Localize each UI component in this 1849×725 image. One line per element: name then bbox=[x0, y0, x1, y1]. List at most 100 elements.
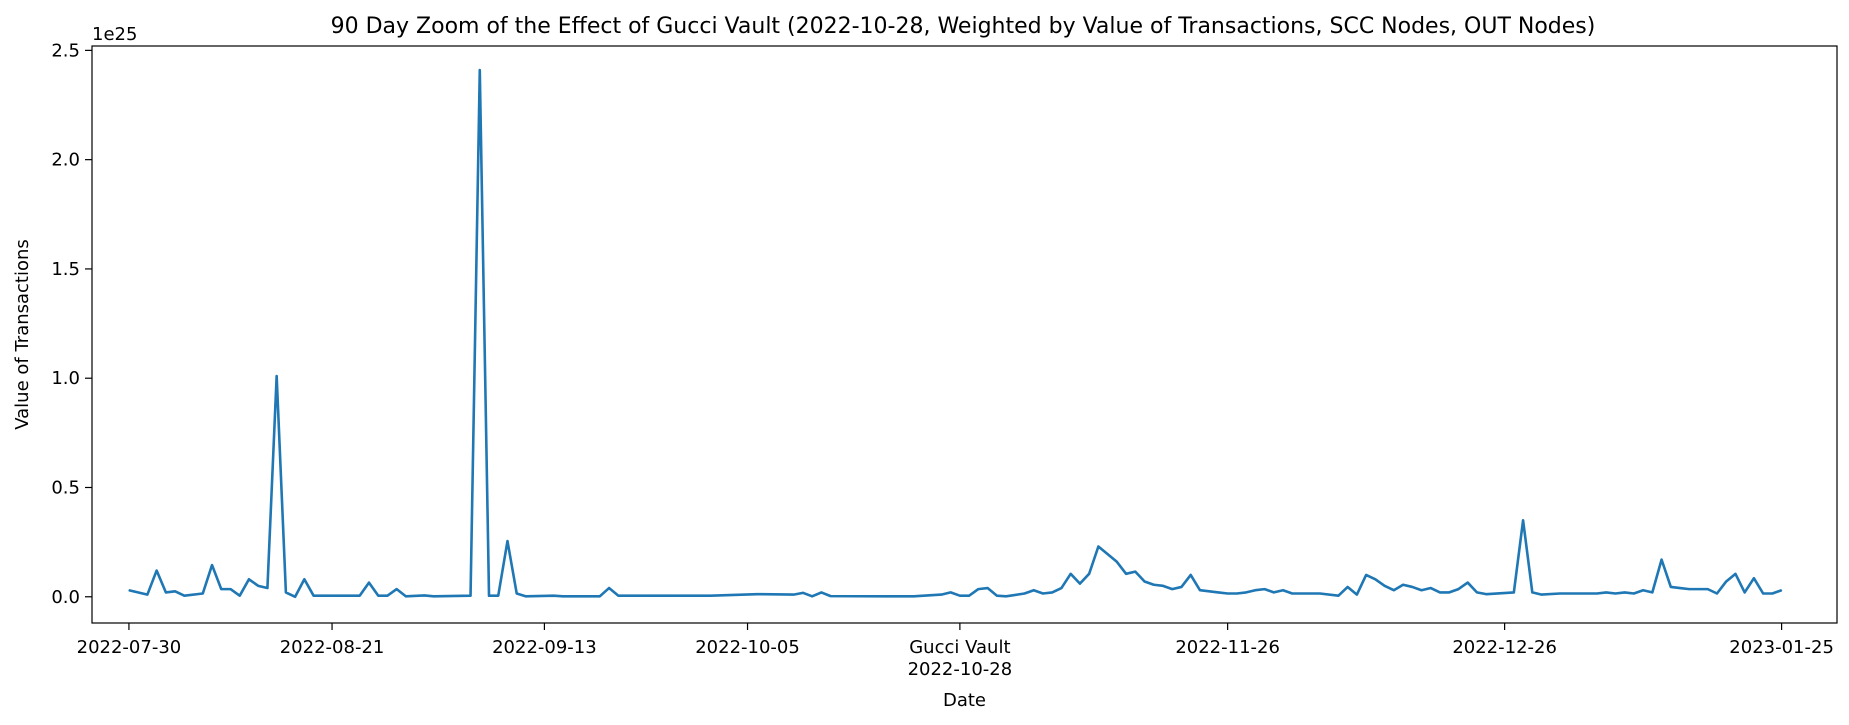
data-point bbox=[1781, 589, 1783, 591]
y-tick-label: 2.5 bbox=[51, 40, 80, 61]
data-point bbox=[553, 595, 555, 597]
data-point bbox=[479, 69, 481, 71]
data-point bbox=[977, 588, 979, 590]
data-point bbox=[913, 595, 915, 597]
data-point bbox=[516, 592, 518, 595]
data-point bbox=[1319, 592, 1321, 595]
data-point bbox=[202, 592, 204, 595]
y-tick-label: 0.5 bbox=[51, 477, 80, 498]
data-point bbox=[1402, 584, 1404, 586]
data-point bbox=[285, 591, 287, 594]
y-tick-label: 0.0 bbox=[51, 587, 80, 608]
data-point bbox=[1476, 591, 1478, 594]
data-point bbox=[423, 594, 425, 597]
data-point bbox=[811, 595, 813, 597]
data-point bbox=[1227, 592, 1229, 595]
data-point bbox=[433, 595, 435, 597]
x-axis: 2022-07-30 2022-08-21 2022-09-13 2022-10-05… bbox=[77, 623, 1834, 680]
data-point bbox=[257, 585, 259, 587]
data-point bbox=[331, 595, 333, 597]
data-point bbox=[239, 595, 241, 597]
data-point bbox=[1291, 592, 1293, 595]
series-line-0 bbox=[128, 68, 1783, 599]
data-point bbox=[1143, 580, 1146, 583]
data-point bbox=[950, 591, 952, 594]
data-point bbox=[1125, 573, 1127, 575]
data-point bbox=[959, 595, 961, 597]
data-point bbox=[248, 578, 250, 580]
data-point bbox=[1042, 592, 1044, 595]
x-tick-label: Gucci Vault bbox=[909, 637, 1010, 658]
y-tick-label: 1.0 bbox=[51, 368, 80, 389]
data-point bbox=[940, 593, 943, 596]
data-point bbox=[1559, 592, 1561, 595]
data-point bbox=[1411, 586, 1413, 588]
data-point bbox=[1079, 583, 1081, 585]
x-tick-label: 2022-09-13 bbox=[492, 637, 597, 658]
plot-area bbox=[128, 68, 1783, 599]
data-point bbox=[1217, 591, 1219, 594]
data-point bbox=[885, 595, 887, 597]
data-point bbox=[1679, 587, 1681, 589]
data-point bbox=[488, 595, 490, 597]
data-point bbox=[820, 591, 822, 594]
y-axis-label: Value of Transactions bbox=[12, 239, 33, 430]
data-point bbox=[368, 581, 370, 584]
data-point bbox=[1208, 590, 1210, 592]
data-point bbox=[1273, 591, 1275, 594]
data-point bbox=[1651, 591, 1653, 594]
data-point bbox=[986, 587, 989, 589]
data-point bbox=[1051, 591, 1053, 594]
data-point bbox=[1097, 545, 1099, 548]
data-point bbox=[1199, 589, 1201, 591]
data-point bbox=[1171, 588, 1173, 590]
data-point bbox=[386, 595, 389, 597]
data-point bbox=[1393, 589, 1395, 591]
data-point bbox=[128, 589, 130, 591]
data-point bbox=[276, 375, 278, 377]
data-point bbox=[1485, 593, 1487, 595]
data-point bbox=[1153, 584, 1155, 586]
data-point bbox=[1116, 561, 1118, 563]
data-point bbox=[802, 592, 804, 594]
y-axis: 0.0 0.5 1.0 1.5 2.0 2.5 bbox=[51, 40, 92, 608]
data-point bbox=[1660, 559, 1663, 561]
data-point bbox=[1762, 592, 1764, 595]
y-tick-label: 1.5 bbox=[51, 259, 80, 280]
data-point bbox=[1356, 593, 1358, 596]
data-point bbox=[165, 591, 167, 594]
data-point bbox=[968, 595, 970, 597]
data-point bbox=[1670, 586, 1672, 588]
data-point bbox=[1282, 589, 1284, 591]
x-tick-label: 2022-10-28 bbox=[908, 659, 1013, 680]
data-point bbox=[793, 593, 795, 596]
x-tick-label: 2022-10-05 bbox=[695, 637, 800, 658]
data-point bbox=[608, 587, 610, 589]
data-point bbox=[1005, 595, 1007, 597]
data-point bbox=[1190, 574, 1192, 576]
data-point bbox=[1254, 589, 1256, 591]
data-point bbox=[312, 595, 315, 597]
data-point bbox=[1383, 585, 1386, 587]
axes-frame bbox=[91, 45, 1838, 624]
data-point bbox=[183, 595, 185, 597]
data-point bbox=[396, 588, 398, 590]
data-point bbox=[1134, 571, 1136, 573]
data-point bbox=[294, 596, 296, 598]
x-tick-label: 2022-07-30 bbox=[77, 637, 182, 658]
data-point bbox=[599, 595, 601, 597]
data-point bbox=[1605, 591, 1607, 594]
data-point bbox=[174, 590, 176, 592]
data-point bbox=[1467, 581, 1469, 584]
data-point bbox=[1734, 573, 1737, 575]
data-point bbox=[1439, 591, 1441, 594]
data-point bbox=[1513, 591, 1515, 594]
data-point bbox=[1023, 592, 1026, 595]
data-point bbox=[1337, 595, 1340, 597]
data-point bbox=[1531, 591, 1533, 594]
x-tick-label: 2022-12-26 bbox=[1452, 637, 1557, 658]
data-point bbox=[211, 564, 213, 566]
data-point bbox=[1633, 592, 1635, 595]
data-point bbox=[1430, 587, 1432, 589]
